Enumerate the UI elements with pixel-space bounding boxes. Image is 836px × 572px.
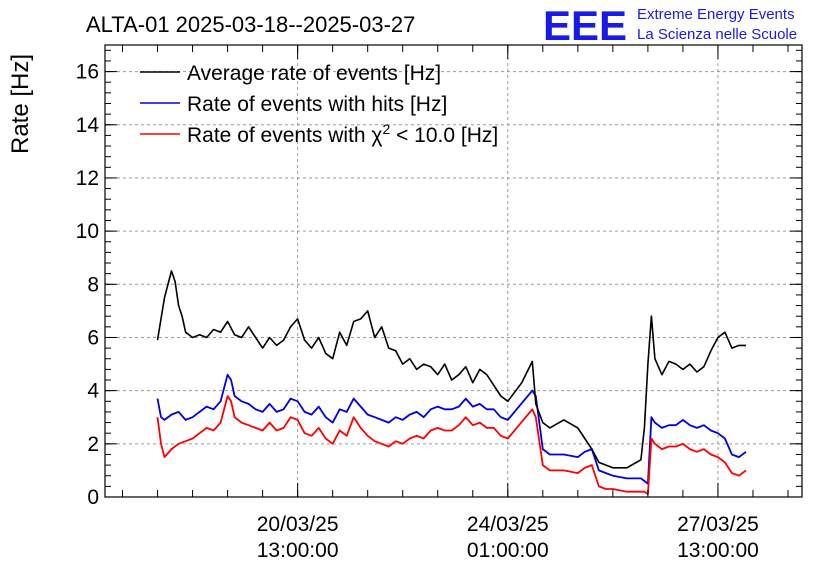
y-tick-label: 0	[87, 486, 99, 509]
legend-label-average: Average rate of events [Hz]	[187, 62, 441, 85]
eee-logo-text: EEE	[543, 2, 627, 49]
x-tick-label-date: 20/03/25	[257, 513, 339, 536]
grid	[105, 45, 802, 497]
y-tick-label: 4	[87, 380, 99, 403]
ticks	[105, 45, 802, 498]
x-tick-label-date: 24/03/25	[467, 513, 549, 536]
y-tick-label: 16	[76, 61, 99, 84]
legend-label-hits: Rate of events with hits [Hz]	[187, 93, 447, 116]
x-tick-label-time: 01:00:00	[467, 539, 549, 562]
x-tick-label-time: 13:00:00	[677, 539, 759, 562]
legend: Average rate of events [Hz] Rate of even…	[140, 62, 498, 147]
brand-line-1: Extreme Energy Events	[637, 6, 795, 23]
brand-logo: EEE Extreme Energy Events La Scienza nel…	[543, 2, 797, 49]
y-tick-label: 12	[76, 167, 99, 190]
y-tick-labels: 0 2 4 6 8 10 12 14 16	[76, 61, 100, 509]
brand-line-2: La Scienza nelle Scuole	[637, 26, 797, 43]
y-axis-label: Rate [Hz]	[7, 54, 34, 154]
legend-label-chi2: Rate of events with χ2 < 10.0 [Hz]	[187, 121, 498, 147]
series-average-rate-line	[156, 270, 746, 469]
y-tick-label: 10	[76, 220, 99, 243]
x-tick-labels: 20/03/25 13:00:00 24/03/25 01:00:00 27/03/25…	[257, 513, 759, 562]
y-tick-label: 6	[87, 326, 99, 349]
y-tick-label: 2	[87, 433, 99, 456]
series-chi2-rate-line	[156, 395, 747, 496]
x-tick-label-time: 13:00:00	[257, 539, 339, 562]
series-hits-rate-line	[156, 373, 747, 485]
y-tick-label: 14	[76, 114, 100, 137]
x-tick-label-date: 27/03/25	[677, 513, 759, 536]
chart-title: ALTA-01 2025-03-18--2025-03-27	[86, 12, 415, 37]
plot-frame	[104, 44, 803, 498]
series-layer	[156, 270, 747, 496]
y-tick-label: 8	[87, 273, 99, 296]
